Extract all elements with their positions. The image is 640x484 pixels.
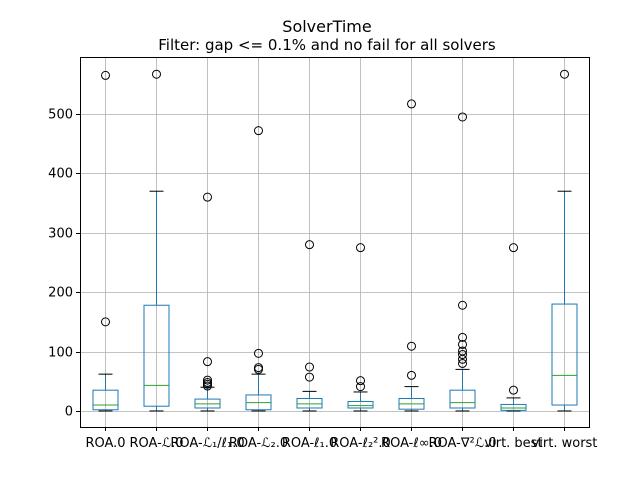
y-tick-label: 0 (65, 405, 73, 420)
y-tick-label: 400 (48, 167, 73, 182)
outlier-point (458, 350, 467, 360)
x-tick-label: ROA-ℓ₂².0 (330, 436, 391, 451)
x-tick-label: virt. best (484, 436, 542, 451)
outlier-point (509, 243, 518, 253)
outlier-point (509, 385, 518, 395)
outlier-point (356, 376, 365, 386)
box (551, 303, 578, 406)
x-tick-label: virt. worst (532, 436, 598, 451)
outlier-point (152, 69, 161, 79)
x-tick-label: ROA-∇²ℒ.0 (428, 436, 496, 451)
outlier-point (305, 362, 314, 372)
outlier-point (458, 300, 467, 310)
outlier-point (101, 317, 110, 327)
box (347, 400, 374, 409)
outlier-point (458, 339, 467, 349)
outlier-point (203, 357, 212, 367)
outlier-point (407, 370, 416, 380)
x-tick-label: ROA-ℒ₂.0 (229, 436, 288, 451)
box (296, 397, 323, 409)
outlier-point (305, 372, 314, 382)
outlier-point (305, 240, 314, 250)
x-tick-label: ROA-ℒ.0 (129, 436, 183, 451)
outlier-point (407, 341, 416, 351)
x-tick-label: ROA-ℒ₁/ℓ₁.0 (170, 436, 244, 451)
box (143, 304, 170, 407)
plot-frame (80, 57, 590, 428)
x-tick-label: ROA-ℓ∞.0 (381, 436, 442, 451)
y-tick-label: 100 (48, 346, 73, 361)
outlier-point (254, 363, 263, 373)
chart-subtitle: Filter: gap <= 0.1% and no fail for all … (158, 36, 496, 54)
outlier-point (458, 332, 467, 342)
box (449, 389, 476, 409)
box (92, 389, 119, 411)
outlier-point (560, 69, 569, 79)
outlier-point (356, 243, 365, 253)
y-tick-label: 200 (48, 286, 73, 301)
outlier-point (254, 126, 263, 136)
outlier-point (254, 348, 263, 358)
x-tick-label: ROA.0 (85, 436, 125, 451)
box (500, 403, 527, 411)
outlier-point (407, 99, 416, 109)
y-tick-label: 500 (48, 108, 73, 123)
outlier-point (458, 112, 467, 122)
outlier-point (458, 346, 467, 356)
outlier-point (203, 377, 212, 387)
outlier-point (203, 375, 212, 385)
outlier-point (203, 192, 212, 202)
chart-title: SolverTime (282, 17, 371, 36)
y-tick-label: 300 (48, 227, 73, 242)
outlier-point (356, 382, 365, 392)
x-tick-label: ROA-ℓ₁.0 (282, 436, 337, 451)
outlier-point (101, 70, 110, 80)
outlier-point (458, 358, 467, 368)
